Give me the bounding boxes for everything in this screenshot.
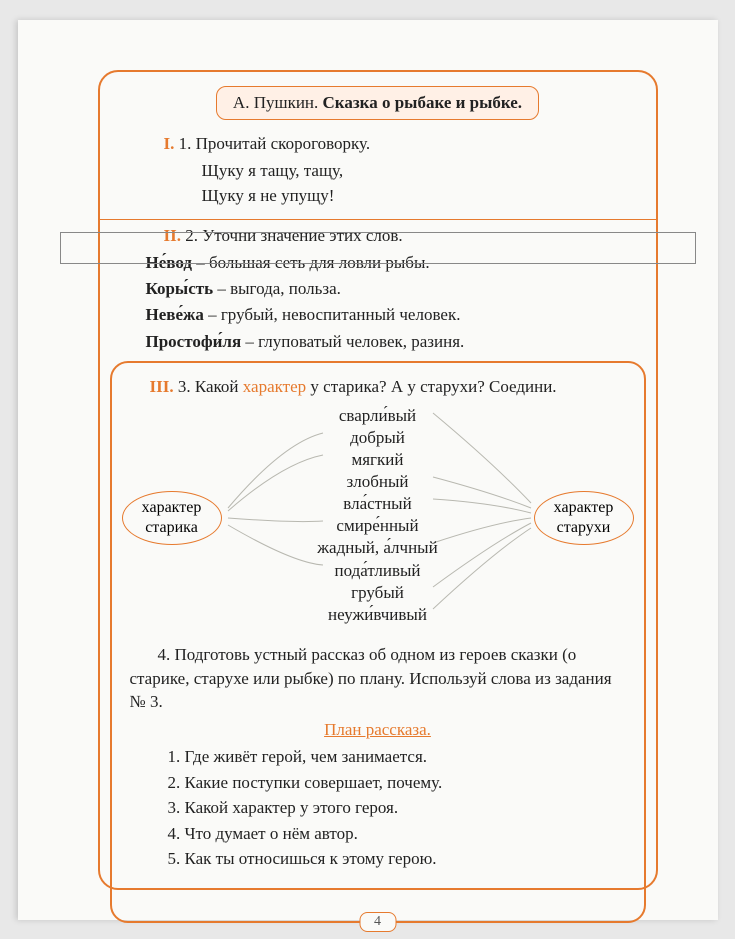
task1-text: Прочитай скороговорку. (196, 134, 370, 153)
trait: пода́тливый (288, 560, 468, 582)
task1-num: 1. (179, 134, 192, 153)
task3-hl: характер (243, 377, 306, 396)
task3-a: Какой (195, 377, 243, 396)
title-box: А. Пушкин. Сказка о рыбаке и рыбке. (216, 86, 539, 120)
tt-line-1: Щуку я тащу, тащу, (202, 158, 634, 184)
definitions: Не́вод – большая сеть для ловли рыбы. Ко… (122, 250, 634, 355)
task4-text: Подготовь устный рассказ об одном из гер… (130, 645, 612, 712)
trait: грубый (288, 582, 468, 604)
separator-1 (100, 219, 656, 220)
def-term: Неве́жа (146, 305, 204, 324)
trait: злобный (288, 471, 468, 493)
oval-old-woman: характер старухи (534, 491, 634, 545)
trait: сварли́вый (288, 405, 468, 427)
trait: жадный, а́лчный (288, 537, 468, 559)
def-row: Простофи́ля – глуповатый человек, разиня… (146, 329, 634, 355)
oval-right-label: характер старухи (554, 499, 614, 536)
task-4: 4. Подготовь устный рассказ об одном из … (130, 643, 626, 714)
tt-line-2: Щуку я не упущу! (202, 183, 634, 209)
trait: неужи́вчивый (288, 604, 468, 626)
trait: мягкий (288, 449, 468, 471)
task3-num: 3. (178, 377, 191, 396)
plan-item: 5. Как ты относишься к этому герою. (168, 846, 630, 872)
plan-list: 1. Где живёт герой, чем занимается. 2. К… (168, 744, 630, 872)
def-text: – глуповатый человек, разиня. (245, 332, 464, 351)
task-2: II. 2. Уточни значение этих слов. (146, 226, 634, 246)
def-row: Неве́жа – грубый, невоспитанный человек. (146, 302, 634, 328)
plan-item: 2. Какие поступки совершает, почему. (168, 770, 630, 796)
work-title: Сказка о рыбаке и рыбке. (323, 93, 523, 112)
trait: вла́стный (288, 493, 468, 515)
outer-frame: А. Пушкин. Сказка о рыбаке и рыбке. I. 1… (98, 70, 658, 890)
section-num-2: II. (164, 226, 181, 245)
def-term: Коры́сть (146, 279, 214, 298)
plan-item: 4. Что думает о нём автор. (168, 821, 630, 847)
task2-num: 2. (185, 226, 198, 245)
oval-old-man: характер старика (122, 491, 222, 545)
inner-frame: III. 3. Какой характер у старика? А у ст… (110, 361, 646, 923)
page-number: 4 (359, 912, 396, 932)
task2-text: Уточни значение этих слов. (202, 226, 402, 245)
plan-item: 3. Какой характер у этого героя. (168, 795, 630, 821)
task3-b: у старика? А у старухи? Соедини. (306, 377, 556, 396)
section-num-1: I. (164, 134, 175, 153)
section-num-3: III. (150, 377, 174, 396)
trait-list: сварли́вый добрый мягкий злобный вла́стн… (288, 405, 468, 626)
oval-left-label: характер старика (142, 499, 202, 536)
task-3: III. 3. Какой характер у старика? А у ст… (132, 377, 630, 397)
character-diagram: характер старика характер старухи сварли… (126, 403, 630, 633)
author: А. Пушкин. (233, 93, 318, 112)
def-term: Не́вод (146, 253, 192, 272)
workbook-page: А. Пушкин. Сказка о рыбаке и рыбке. I. 1… (18, 20, 718, 920)
task4-num: 4. (158, 645, 171, 664)
tongue-twister: Щуку я тащу, тащу, Щуку я не упущу! (202, 158, 634, 209)
def-row: Не́вод – большая сеть для ловли рыбы. (146, 250, 634, 276)
plan-title: План рассказа. (126, 720, 630, 740)
def-text: – выгода, польза. (217, 279, 341, 298)
def-term: Простофи́ля (146, 332, 242, 351)
def-text: – грубый, невоспитанный человек. (208, 305, 460, 324)
trait: добрый (288, 427, 468, 449)
def-text: – большая сеть для ловли рыбы. (196, 253, 429, 272)
trait: смире́нный (288, 515, 468, 537)
task-1: I. 1. Прочитай скороговорку. (146, 134, 634, 154)
plan-item: 1. Где живёт герой, чем занимается. (168, 744, 630, 770)
def-row: Коры́сть – выгода, польза. (146, 276, 634, 302)
